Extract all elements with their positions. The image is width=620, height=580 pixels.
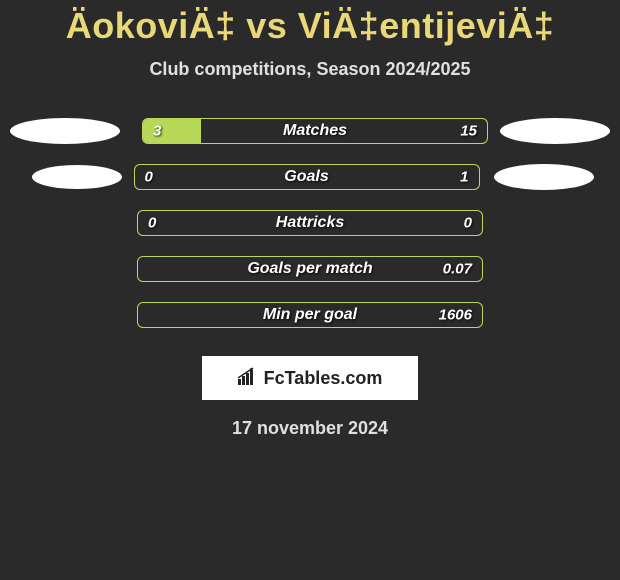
player-right-badge xyxy=(494,164,594,190)
stat-label: Matches xyxy=(283,122,347,140)
stat-bar: 0 Hattricks 0 xyxy=(137,210,483,236)
stat-label: Goals xyxy=(284,168,328,186)
stat-row: 3 Matches 15 xyxy=(0,118,620,144)
chart-icon xyxy=(238,367,260,390)
stat-value-left: 0 xyxy=(145,169,153,186)
comparison-container: ÄokoviÄ‡ vs ViÄ‡entijeviÄ‡ Club competit… xyxy=(0,0,620,439)
branding-label: FcTables.com xyxy=(264,368,383,389)
stat-label: Min per goal xyxy=(263,306,357,324)
stats-rows: 3 Matches 15 0 Goals 1 0 Hattricks 0 Goals per ma… xyxy=(0,118,620,328)
stat-row: Goals per match 0.07 xyxy=(0,256,620,282)
stat-value-right: 15 xyxy=(460,123,477,140)
stat-row: Min per goal 1606 xyxy=(0,302,620,328)
stat-value-left: 3 xyxy=(153,123,161,140)
player-right-badge xyxy=(500,118,610,144)
player-left-badge xyxy=(10,118,120,144)
stat-row: 0 Goals 1 xyxy=(0,164,620,190)
stat-value-left: 0 xyxy=(148,215,156,232)
branding-box[interactable]: FcTables.com xyxy=(202,356,418,400)
stat-label: Goals per match xyxy=(247,260,372,278)
stat-row: 0 Hattricks 0 xyxy=(0,210,620,236)
stat-bar: 0 Goals 1 xyxy=(134,164,480,190)
stat-bar: 3 Matches 15 xyxy=(142,118,488,144)
stat-value-right: 1606 xyxy=(439,307,472,324)
stat-bar: Goals per match 0.07 xyxy=(137,256,483,282)
player-left-badge xyxy=(32,165,122,189)
stat-value-right: 0.07 xyxy=(443,261,472,278)
subtitle: Club competitions, Season 2024/2025 xyxy=(0,59,620,80)
stat-bar: Min per goal 1606 xyxy=(137,302,483,328)
stat-value-right: 0 xyxy=(464,215,472,232)
page-title: ÄokoviÄ‡ vs ViÄ‡entijeviÄ‡ xyxy=(0,5,620,47)
date-label: 17 november 2024 xyxy=(0,418,620,439)
branding-text: FcTables.com xyxy=(238,367,383,390)
stat-label: Hattricks xyxy=(276,214,344,232)
stat-value-right: 1 xyxy=(460,169,468,186)
bar-fill-left xyxy=(143,119,201,143)
